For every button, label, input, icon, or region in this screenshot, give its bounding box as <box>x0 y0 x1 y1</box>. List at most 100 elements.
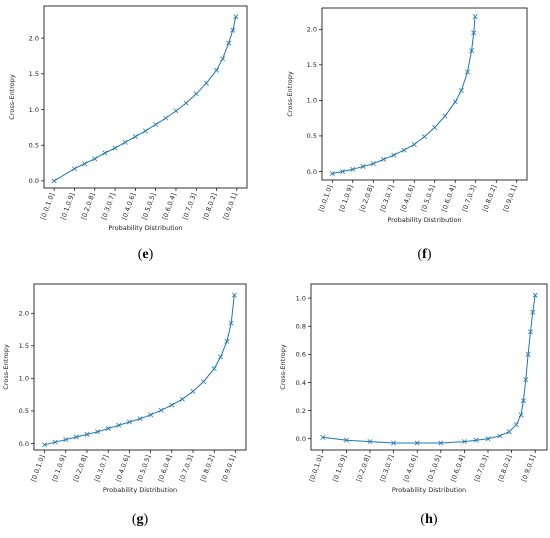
x-axis-label: Probability Distribution <box>108 224 182 232</box>
y-tick-label: 2.0 <box>19 310 29 318</box>
x-axis-label: Probability Distribution <box>392 486 466 494</box>
data-point-marker <box>224 338 230 344</box>
panel-h: 0.0 0.2 0.4 0.6 0.8 1.0 [0.0,1.0] [0.1,0.9] [0.2… <box>279 283 548 527</box>
y-tick-label: 0.5 <box>307 132 317 140</box>
y-tick-label: 0.0 <box>19 440 29 448</box>
data-point-marker <box>465 69 471 75</box>
y-axis-label: Cross-Entropy <box>279 344 287 390</box>
data-point-marker <box>169 402 175 408</box>
x-tick-label: [0.4,0.6] <box>114 454 131 483</box>
y-tick-label: 1.0 <box>19 375 29 383</box>
y-tick-label: 0.6 <box>296 351 306 359</box>
y-tick-label: 0.5 <box>19 407 29 415</box>
x-tick-label: [0.0,1.0] <box>308 454 325 483</box>
data-point-marker <box>391 440 397 446</box>
x-tick-label: [0.9,0.1] <box>220 454 237 483</box>
y-tick-label: 2.0 <box>29 34 39 42</box>
x-tick-label: [0.2,0.8] <box>358 184 375 213</box>
data-point-marker <box>360 164 366 169</box>
x-tick-label: [0.6,0.4] <box>161 192 178 221</box>
panel-caption: (e) <box>138 247 154 262</box>
data-point-marker <box>105 426 111 432</box>
caption-open-paren: ( <box>138 247 143 262</box>
data-point-marker <box>143 128 148 134</box>
data-point-marker <box>84 431 90 437</box>
data-point-marker <box>190 388 196 394</box>
data-point-marker <box>452 99 458 105</box>
data-point-marker <box>518 412 524 418</box>
data-point-marker <box>163 115 169 121</box>
data-point-marker <box>442 113 448 119</box>
x-tick-label: [0.9,0.1] <box>502 184 519 213</box>
y-tick-label: 1.5 <box>307 61 317 69</box>
x-tick-label: [0.3,0.7] <box>100 192 117 221</box>
x-tick-label: [0.6,0.4] <box>440 184 457 213</box>
data-point-marker <box>211 366 217 372</box>
data-point-marker <box>422 134 427 140</box>
data-point-marker <box>233 14 239 20</box>
caption-letter: g <box>137 512 144 527</box>
data-point-marker <box>497 433 503 439</box>
data-point-marker <box>173 108 179 114</box>
x-tick-label: [0.8,0.2] <box>201 192 218 221</box>
x-tick-label: [0.1,0.9] <box>331 454 348 483</box>
data-point-marker <box>411 141 417 147</box>
data-point-marker <box>461 439 467 445</box>
x-tick-label: [0.1,0.9] <box>338 184 355 213</box>
data-point-marker <box>132 134 138 140</box>
x-tick-label: [0.9,0.1] <box>222 192 239 221</box>
y-tick-label: 0.0 <box>307 168 317 176</box>
x-tick-label: [0.4,0.6] <box>399 184 416 213</box>
x-tick-label: [0.5,0.5] <box>140 192 157 221</box>
data-point-marker <box>525 351 531 357</box>
data-point-marker <box>201 379 207 385</box>
panel-caption: (f) <box>417 247 431 262</box>
y-tick-label: 1.0 <box>29 106 39 114</box>
data-point-marker <box>158 407 164 413</box>
series-line <box>53 16 237 182</box>
caption-close-paren: ) <box>427 247 432 262</box>
data-point-marker <box>458 87 464 93</box>
data-point-marker <box>42 442 48 448</box>
x-tick-label: [0.6,0.4] <box>449 454 466 483</box>
data-point-marker <box>95 429 101 435</box>
x-tick-label: [0.7,0.3] <box>181 192 198 221</box>
data-point-marker <box>203 80 209 86</box>
x-tick-label: [0.2,0.8] <box>72 454 89 483</box>
data-point-marker <box>506 429 512 435</box>
x-axis-label: Probability Distribution <box>103 486 177 494</box>
series-line <box>44 295 235 446</box>
x-tick-label: [0.9,0.1] <box>520 454 537 483</box>
y-tick-label: 1.5 <box>29 70 39 78</box>
x-tick-label: [0.5,0.5] <box>135 454 152 483</box>
data-point-marker <box>82 161 88 167</box>
plot-frame <box>33 283 247 451</box>
data-point-marker <box>320 434 326 440</box>
y-tick-label: 0.8 <box>296 323 306 331</box>
x-tick-label: [0.1,0.9] <box>51 454 68 483</box>
data-point-marker <box>343 437 349 443</box>
data-point-marker <box>530 309 536 315</box>
caption-close-paren: ) <box>144 512 149 527</box>
y-tick-label: 1.0 <box>296 294 306 302</box>
x-tick-label: [0.4,0.6] <box>120 192 137 221</box>
x-tick-label: [0.3,0.7] <box>93 454 110 483</box>
data-point-marker <box>230 27 236 33</box>
plot-frame <box>321 7 528 181</box>
data-point-marker <box>414 440 420 446</box>
y-tick-label: 0.4 <box>296 379 306 387</box>
panel-caption: (g) <box>132 512 149 527</box>
x-tick-label: [0.3,0.7] <box>378 454 395 483</box>
series-line <box>332 16 476 175</box>
y-tick-label: 0.0 <box>296 435 306 443</box>
series-line <box>322 295 536 444</box>
data-point-marker <box>183 100 189 106</box>
data-point-marker <box>218 354 224 360</box>
data-point-marker <box>370 161 376 167</box>
data-point-marker <box>513 422 519 428</box>
data-point-marker <box>520 398 526 404</box>
x-tick-label: [0.2,0.8] <box>355 454 372 483</box>
y-tick-label: 0.2 <box>296 407 306 415</box>
data-point-marker <box>329 171 335 177</box>
